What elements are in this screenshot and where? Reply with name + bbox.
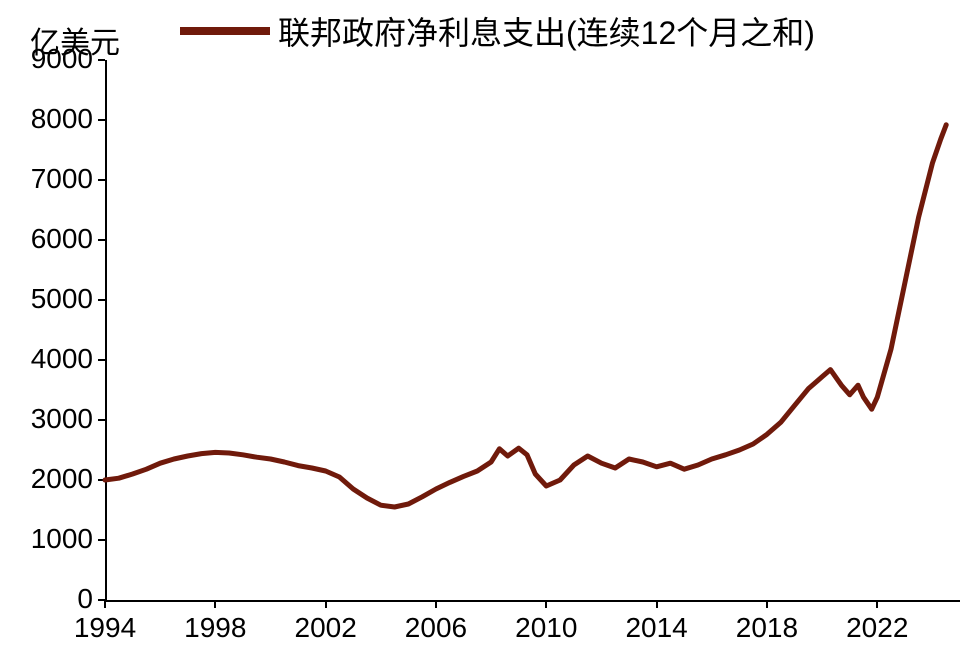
line-plot xyxy=(0,0,970,670)
chart-container: 亿美元 联邦政府净利息支出(连续12个月之和) 0100020003000400… xyxy=(0,0,970,670)
series-line xyxy=(105,125,946,507)
